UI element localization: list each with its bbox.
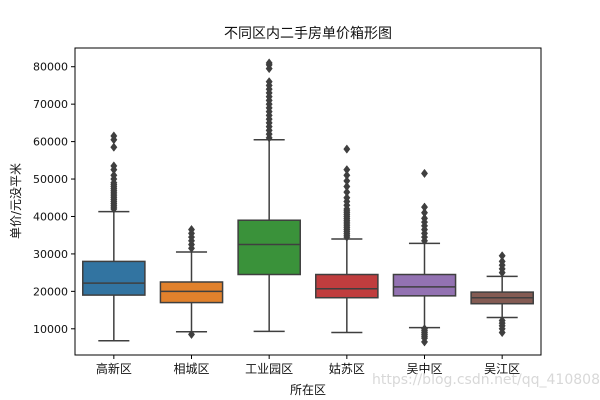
x-tick-label: 工业园区 (245, 362, 293, 376)
box-body (237, 219, 301, 276)
x-tick-label: 吴中区 (406, 361, 442, 376)
outlier-point (343, 176, 351, 186)
outlier-point (110, 142, 118, 152)
y-tick-label: 50000 (33, 173, 68, 186)
outlier-point (187, 224, 196, 235)
outlier-point (420, 324, 429, 334)
outlier-point (265, 58, 273, 68)
box-body (392, 273, 457, 297)
outlier-point (343, 170, 351, 180)
y-axis-label: 单价/元没平米 (8, 163, 23, 239)
plot-frame (74, 47, 542, 356)
outlier-point (343, 144, 351, 154)
x-tick-label: 高新区 (96, 361, 132, 376)
x-tick-label: 姑苏区 (329, 362, 365, 376)
outlier-point (498, 256, 506, 267)
outlier-point (110, 170, 118, 180)
y-tick-label: 70000 (33, 98, 68, 111)
boxes-layer (82, 58, 534, 347)
box-body (315, 273, 379, 299)
outlier-point (498, 315, 506, 326)
x-tick-label: 吴江区 (484, 362, 520, 376)
outlier-point (420, 202, 429, 212)
y-tick-label: 30000 (33, 248, 68, 261)
outlier-point (265, 77, 273, 87)
outlier-point (110, 131, 118, 141)
outlier-point (420, 208, 429, 218)
y-tick-label: 40000 (33, 210, 68, 223)
box-6 (470, 251, 534, 338)
box-body (82, 260, 146, 296)
outlier-point (343, 165, 351, 175)
y-tick-label: 60000 (33, 136, 68, 149)
box-4 (315, 144, 379, 334)
outlier-point (343, 193, 351, 203)
box-3 (237, 58, 301, 333)
x-tick-label: 相城区 (173, 362, 209, 376)
watermark: https://blog.csdn.net/qq_41080850 (372, 372, 600, 388)
y-tick-label: 20000 (33, 285, 68, 298)
outlier-point (343, 187, 351, 197)
outlier-point (187, 329, 196, 340)
chart-title: 不同区内二手房单价箱形图 (224, 26, 392, 42)
outlier-point (343, 181, 351, 192)
box-2 (159, 224, 224, 340)
y-axis-ticks: 10000 20000 30000 40000 50000 60000 70000 80000 (33, 61, 75, 336)
box-body (159, 281, 224, 304)
outlier-point (420, 213, 429, 223)
y-tick-label: 10000 (33, 323, 68, 336)
outlier-point (110, 161, 118, 171)
x-axis-label: 所在区 (290, 383, 326, 397)
y-tick-label: 80000 (33, 61, 68, 74)
x-axis-ticks: 高新区 相城区 工业园区 姑苏区 吴中区 吴江区 (96, 355, 520, 376)
outlier-point (420, 168, 429, 179)
box-5 (392, 168, 457, 347)
box-1 (82, 131, 146, 342)
outlier-point (498, 251, 506, 261)
